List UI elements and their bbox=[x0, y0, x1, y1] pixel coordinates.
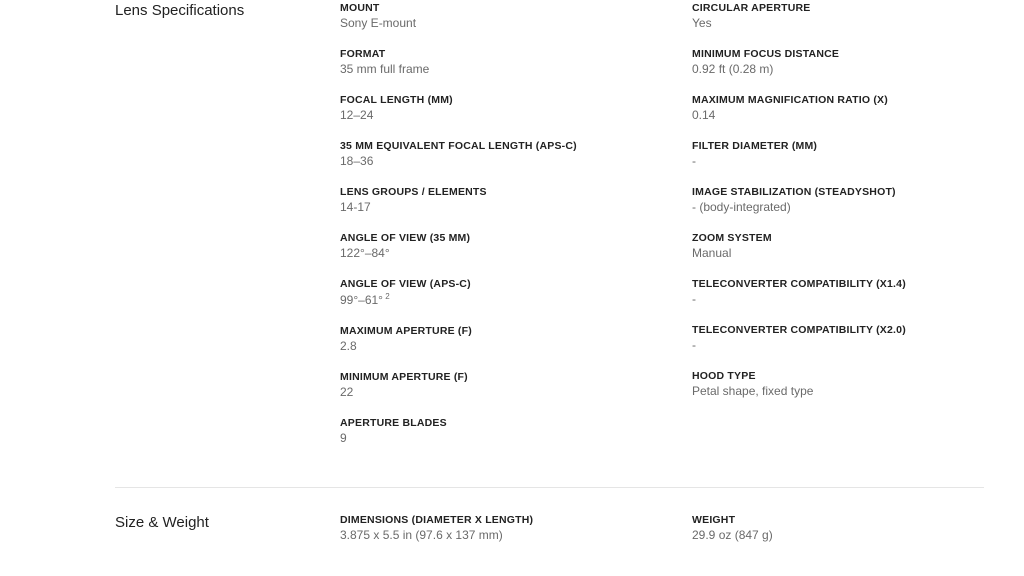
spec-value: - bbox=[692, 292, 984, 306]
spec-label: FOCAL LENGTH (MM) bbox=[340, 94, 632, 106]
spec-item: 35 MM EQUIVALENT FOCAL LENGTH (APS-C) 18–… bbox=[340, 140, 632, 168]
spec-value: 29.9 oz (847 g) bbox=[692, 528, 984, 542]
spec-item: FORMAT 35 mm full frame bbox=[340, 48, 632, 76]
spec-label: APERTURE BLADES bbox=[340, 417, 632, 429]
spec-value: 14-17 bbox=[340, 200, 632, 214]
spec-value: 35 mm full frame bbox=[340, 62, 632, 76]
spec-value: 99°–61° 2 bbox=[340, 292, 632, 307]
specs-column-2: CIRCULAR APERTURE Yes MINIMUM FOCUS DISTAN… bbox=[692, 2, 984, 463]
spec-item: IMAGE STABILIZATION (STEADYSHOT) - (body-… bbox=[692, 186, 984, 214]
spec-label: FILTER DIAMETER (MM) bbox=[692, 140, 984, 152]
spec-item: MOUNT Sony E-mount bbox=[340, 2, 632, 30]
spec-value: - (body-integrated) bbox=[692, 200, 984, 214]
spec-label: ANGLE OF VIEW (APS-C) bbox=[340, 278, 632, 290]
section-title: Size & Weight bbox=[115, 514, 340, 560]
spec-value: - bbox=[692, 154, 984, 168]
spec-item: CIRCULAR APERTURE Yes bbox=[692, 2, 984, 30]
spec-value: 0.92 ft (0.28 m) bbox=[692, 62, 984, 76]
spec-item: LENS GROUPS / ELEMENTS 14-17 bbox=[340, 186, 632, 214]
spec-item: MAXIMUM MAGNIFICATION RATIO (X) 0.14 bbox=[692, 94, 984, 122]
spec-label: LENS GROUPS / ELEMENTS bbox=[340, 186, 632, 198]
spec-label: ANGLE OF VIEW (35 MM) bbox=[340, 232, 632, 244]
specs-column-1: MOUNTSony E-mountFORMAT35 mm full frameF… bbox=[340, 2, 632, 463]
spec-item: APERTURE BLADES 9 bbox=[340, 417, 632, 445]
spec-item: FOCAL LENGTH (MM) 12–24 bbox=[340, 94, 632, 122]
spec-item: MAXIMUM APERTURE (F) 2.8 bbox=[340, 325, 632, 353]
lens-specifications-section: Lens Specifications MOUNT Sony E-mount FOR… bbox=[115, 0, 984, 463]
spec-value: Petal shape, fixed type bbox=[692, 384, 984, 398]
spec-value: 22 bbox=[340, 385, 632, 399]
specs-grid: DIMENSIONS (DIAMETER X LENGTH) 3.875 x 5.… bbox=[340, 514, 984, 560]
spec-label: DIMENSIONS (DIAMETER X LENGTH) bbox=[340, 514, 632, 526]
size-weight-section: Size & Weight DIMENSIONS (DIAMETER X LEN… bbox=[115, 512, 984, 560]
specs-column-2: WEIGHT 29.9 oz (847 g) bbox=[692, 514, 984, 560]
spec-value: Yes bbox=[692, 16, 984, 30]
spec-label: MINIMUM FOCUS DISTANCE bbox=[692, 48, 984, 60]
spec-label: MAXIMUM APERTURE (F) bbox=[340, 325, 632, 337]
spec-value: 2.8 bbox=[340, 339, 632, 353]
spec-item: HOOD TYPE Petal shape, fixed type bbox=[692, 370, 984, 398]
spec-label: MINIMUM APERTURE (F) bbox=[340, 371, 632, 383]
spec-item: MINIMUM FOCUS DISTANCE 0.92 ft (0.28 m) bbox=[692, 48, 984, 76]
section-title: Lens Specifications bbox=[115, 2, 340, 463]
spec-label: TELECONVERTER COMPATIBILITY (X1.4) bbox=[692, 278, 984, 290]
spec-item: WEIGHT 29.9 oz (847 g) bbox=[692, 514, 984, 542]
spec-label: 35 MM EQUIVALENT FOCAL LENGTH (APS-C) bbox=[340, 140, 632, 152]
spec-label: ZOOM SYSTEM bbox=[692, 232, 984, 244]
spec-label: WEIGHT bbox=[692, 514, 984, 526]
spec-item: TELECONVERTER COMPATIBILITY (X2.0) - bbox=[692, 324, 984, 352]
spec-label: FORMAT bbox=[340, 48, 632, 60]
spec-label: MAXIMUM MAGNIFICATION RATIO (X) bbox=[692, 94, 984, 106]
specs-grid: MOUNTSony E-mountFORMAT35 mm full frameF… bbox=[340, 2, 984, 463]
spec-value: 3.875 x 5.5 in (97.6 x 137 mm) bbox=[340, 528, 632, 542]
spec-label: MOUNT bbox=[340, 2, 632, 14]
spec-item: MINIMUM APERTURE (F) 22 bbox=[340, 371, 632, 399]
spec-item: ZOOM SYSTEM Manual bbox=[692, 232, 984, 260]
spec-label: IMAGE STABILIZATION (STEADYSHOT) bbox=[692, 186, 984, 198]
specs-column-1: DIMENSIONS (DIAMETER X LENGTH) 3.875 x 5.… bbox=[340, 514, 632, 560]
spec-item: FILTER DIAMETER (MM) - bbox=[692, 140, 984, 168]
spec-label: HOOD TYPE bbox=[692, 370, 984, 382]
spec-item: ANGLE OF VIEW (35 MM) 122°–84° bbox=[340, 232, 632, 260]
spec-value: 122°–84° bbox=[340, 246, 632, 260]
spec-value: 12–24 bbox=[340, 108, 632, 122]
spec-item: TELECONVERTER COMPATIBILITY (X1.4) - bbox=[692, 278, 984, 306]
spec-label: TELECONVERTER COMPATIBILITY (X2.0) bbox=[692, 324, 984, 336]
spec-value: Manual bbox=[692, 246, 984, 260]
spec-label: CIRCULAR APERTURE bbox=[692, 2, 984, 14]
spec-value: 9 bbox=[340, 431, 632, 445]
spec-value: 18–36 bbox=[340, 154, 632, 168]
spec-item: ANGLE OF VIEW (APS-C) 99°–61° 2 bbox=[340, 278, 632, 307]
spec-value: Sony E-mount bbox=[340, 16, 632, 30]
spec-sheet: Lens Specifications MOUNT Sony E-mount FOR… bbox=[0, 0, 1024, 560]
spec-value: - bbox=[692, 338, 984, 352]
spec-value: 0.14 bbox=[692, 108, 984, 122]
spec-item: DIMENSIONS (DIAMETER X LENGTH) 3.875 x 5.… bbox=[340, 514, 632, 542]
section-divider bbox=[115, 487, 984, 488]
